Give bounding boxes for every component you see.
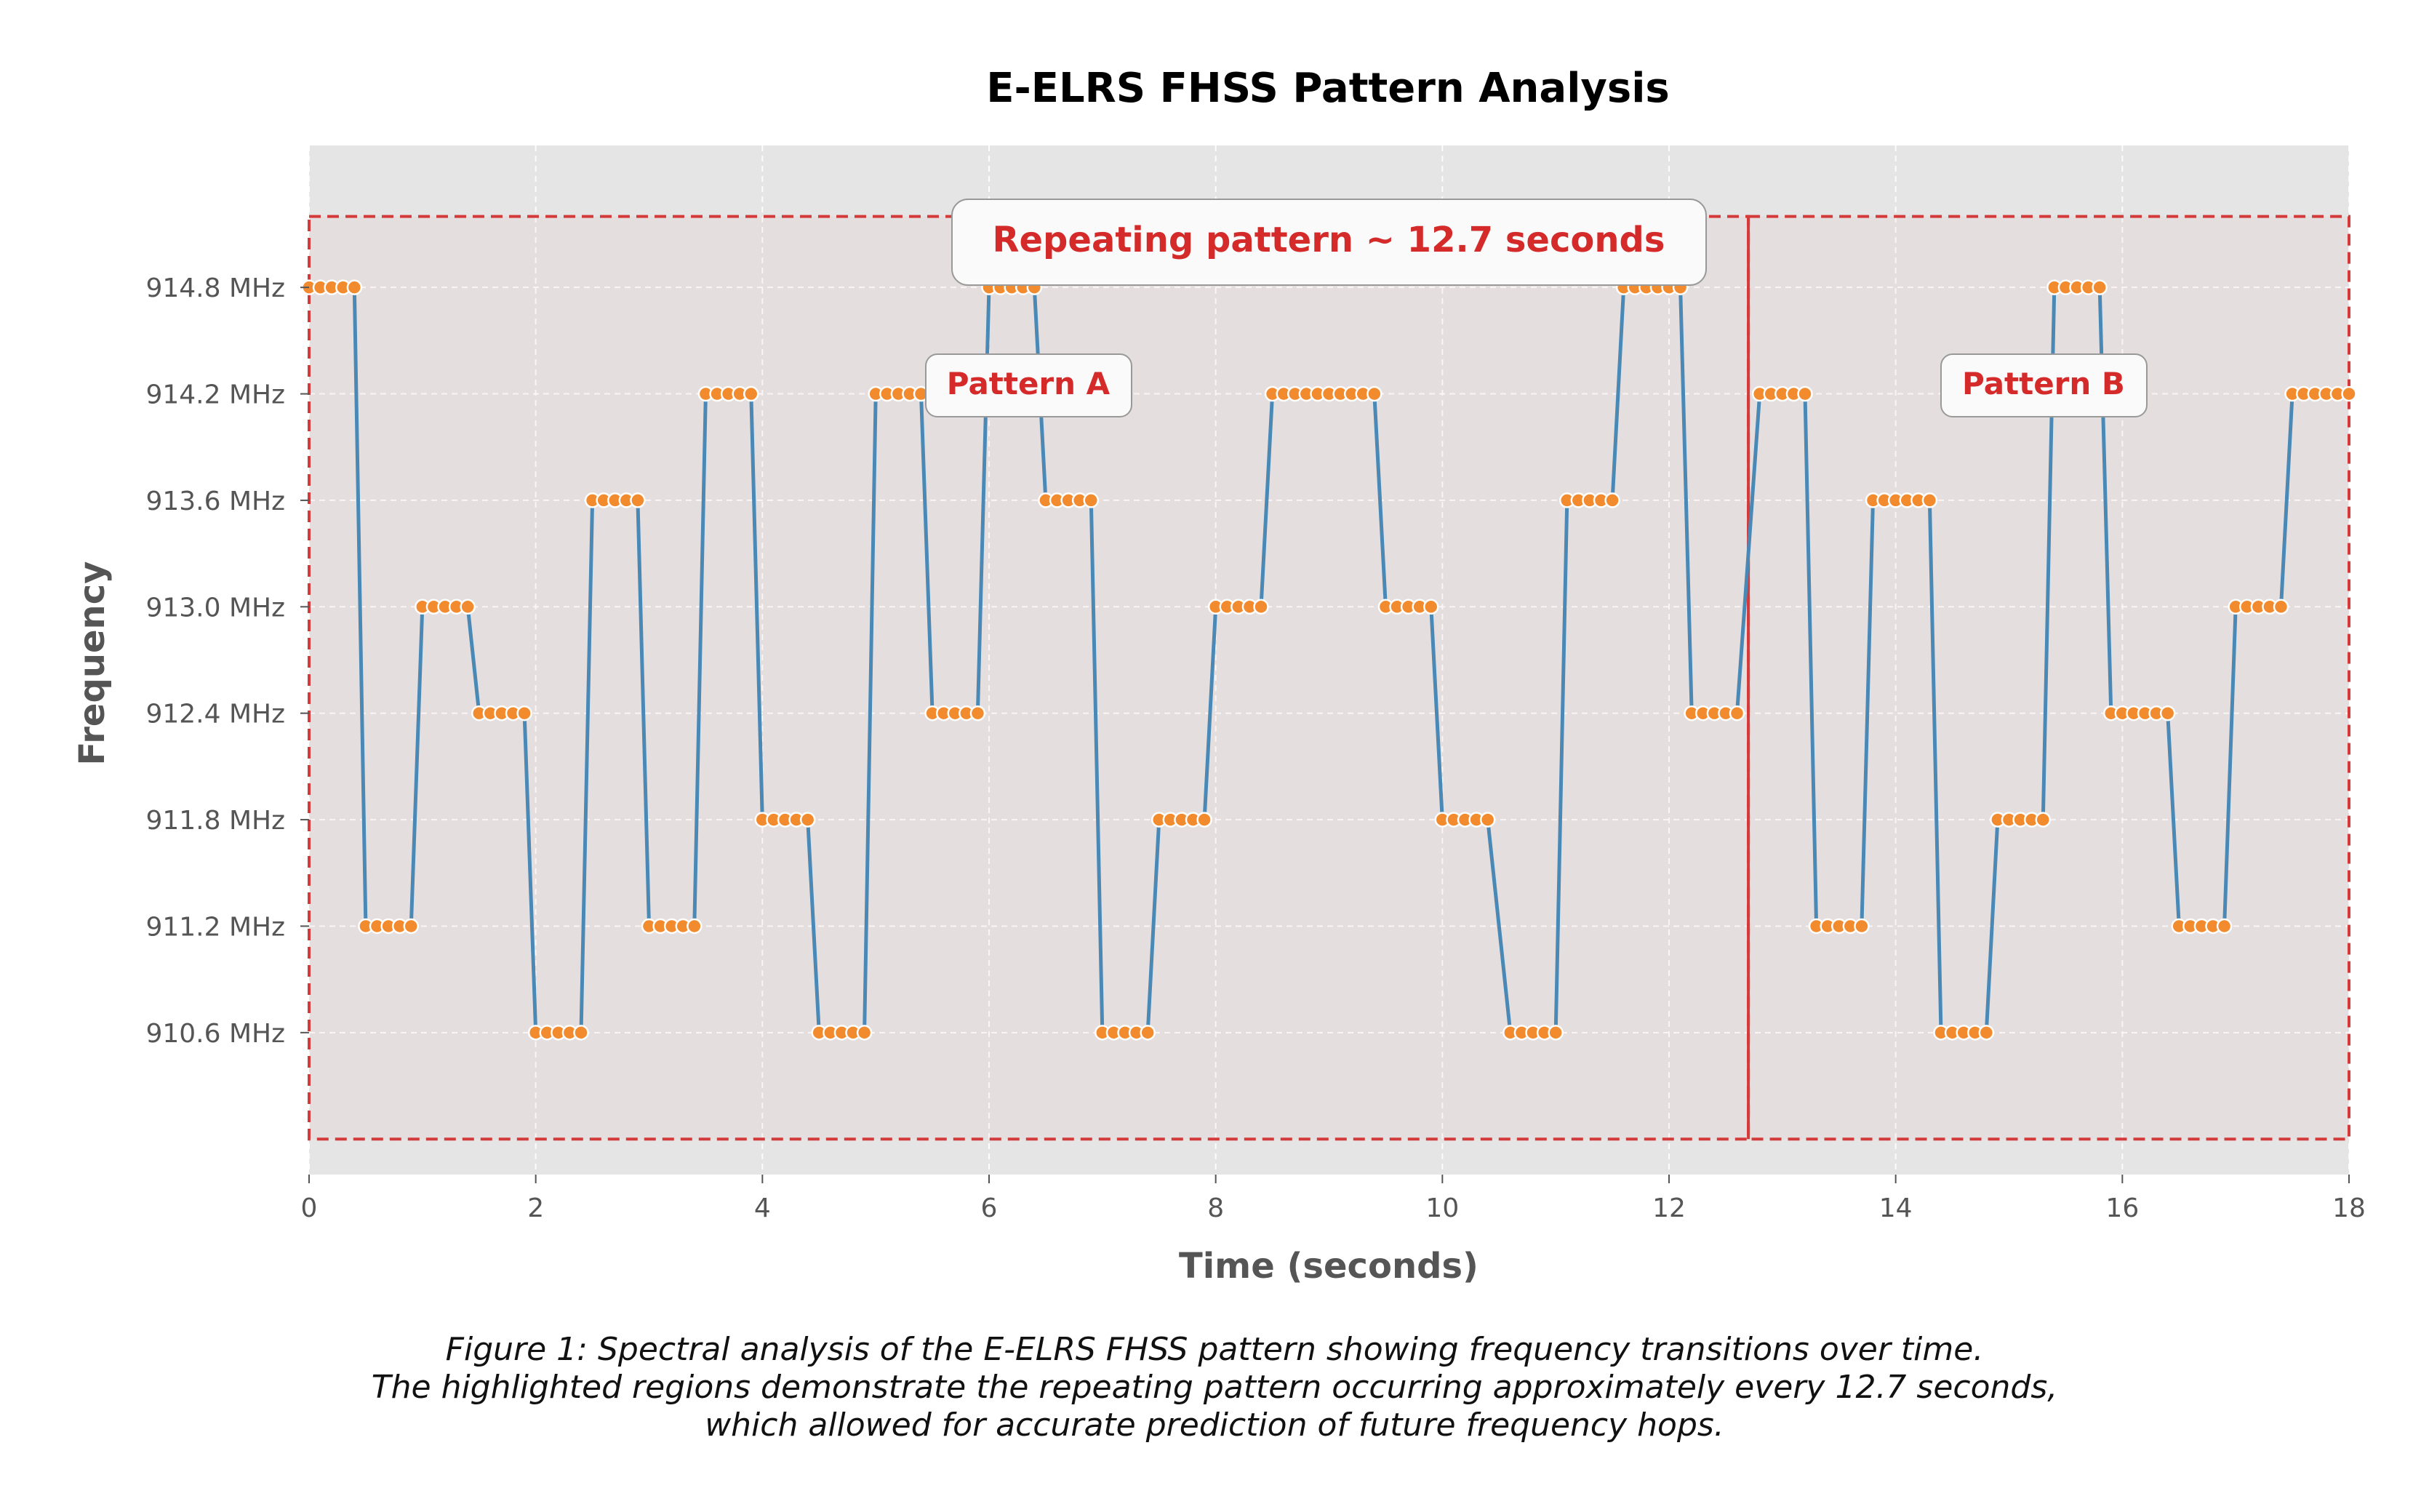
data-point-141 [1921,492,1938,508]
y-axis-label: Frequency [72,561,113,766]
axes: 0 2 4 6 8 10 12 14 16 18 910.6 MHz 911.2 MHz 911.8 M… [145,273,2365,1223]
x-axis-label: Time (seconds) [1179,1246,1478,1287]
plot-area [309,145,2349,1175]
data-point-114 [1604,492,1620,508]
y-tick-label-2: 911.8 MHz [145,806,285,836]
region-label-b: Pattern B [1940,353,2148,417]
data-point-178 [2341,385,2357,402]
data-point-167 [2216,918,2233,935]
data-point-125 [1729,705,1745,721]
region-label-b-box [1940,353,2148,417]
x-tick-label-7: 14 [1879,1193,1913,1223]
data-point-172 [2273,599,2289,615]
caption-line-1: Figure 1: Spectral analysis of the E-ELR… [445,1331,1984,1368]
data-point-94 [1366,385,1382,402]
data-point-162 [2159,705,2176,721]
x-tick-label-8: 16 [2105,1193,2139,1223]
x-tick-label-1: 2 [527,1193,544,1223]
x-tick-label-2: 4 [754,1193,771,1223]
data-point-59 [969,705,986,721]
region-label-a: Pattern A [925,353,1132,417]
data-point-99 [1423,599,1439,615]
data-point-44 [799,812,816,828]
caption-line-2: The highlighted regions demonstrate the … [371,1369,2058,1406]
data-point-39 [743,385,759,402]
data-point-130 [1797,385,1813,402]
data-point-4 [346,279,363,295]
data-point-34 [687,918,703,935]
annotation-box-frame [951,199,1707,286]
region-label-b-text: Pattern B [1962,366,2125,401]
y-tick-label-0: 910.6 MHz [145,1019,285,1049]
x-tick-label-5: 10 [1425,1193,1459,1223]
data-point-109 [1548,1025,1564,1041]
data-point-74 [1140,1025,1156,1041]
grid [308,145,2350,1175]
data-point-135 [1854,918,1870,935]
figure-caption: Figure 1: Spectral analysis of the E-ELR… [0,1331,2429,1444]
x-tick-label-0: 0 [301,1193,318,1223]
data-point-104 [1479,812,1496,828]
data-point-29 [630,492,646,508]
y-tick-label-3: 912.4 MHz [145,700,285,729]
series-frequency [301,279,2357,1041]
data-point-84 [1253,599,1269,615]
data-point-19 [516,705,532,721]
data-point-146 [1978,1025,1995,1041]
region-label-a-text: Pattern A [947,366,1111,401]
data-point-69 [1083,492,1099,508]
x-tick-label-3: 6 [981,1193,998,1223]
region-label-a-box [925,353,1132,417]
data-point-24 [573,1025,589,1041]
data-point-156 [2092,279,2108,295]
y-tick-label-1: 911.2 MHz [145,912,285,942]
y-tick-label-4: 913.0 MHz [145,593,285,623]
data-point-49 [856,1025,873,1041]
y-tick-label-7: 914.8 MHz [145,273,285,303]
data-point-14 [460,599,476,615]
x-tick-label-4: 8 [1207,1193,1224,1223]
caption-line-3: which allowed for accurate prediction of… [705,1407,1724,1444]
x-tick-label-6: 12 [1652,1193,1686,1223]
y-tick-label-5: 913.6 MHz [145,487,285,516]
data-point-151 [2035,812,2051,828]
annotation-box: Repeating pattern ~ 12.7 seconds [951,199,1707,286]
y-tick-label-6: 914.2 MHz [145,380,285,410]
data-point-9 [403,918,419,935]
chart-title: E-ELRS FHSS Pattern Analysis [986,65,1670,112]
data-point-79 [1196,812,1212,828]
x-tick-label-9: 18 [2332,1193,2366,1223]
annotation-text: Repeating pattern ~ 12.7 seconds [993,220,1665,260]
